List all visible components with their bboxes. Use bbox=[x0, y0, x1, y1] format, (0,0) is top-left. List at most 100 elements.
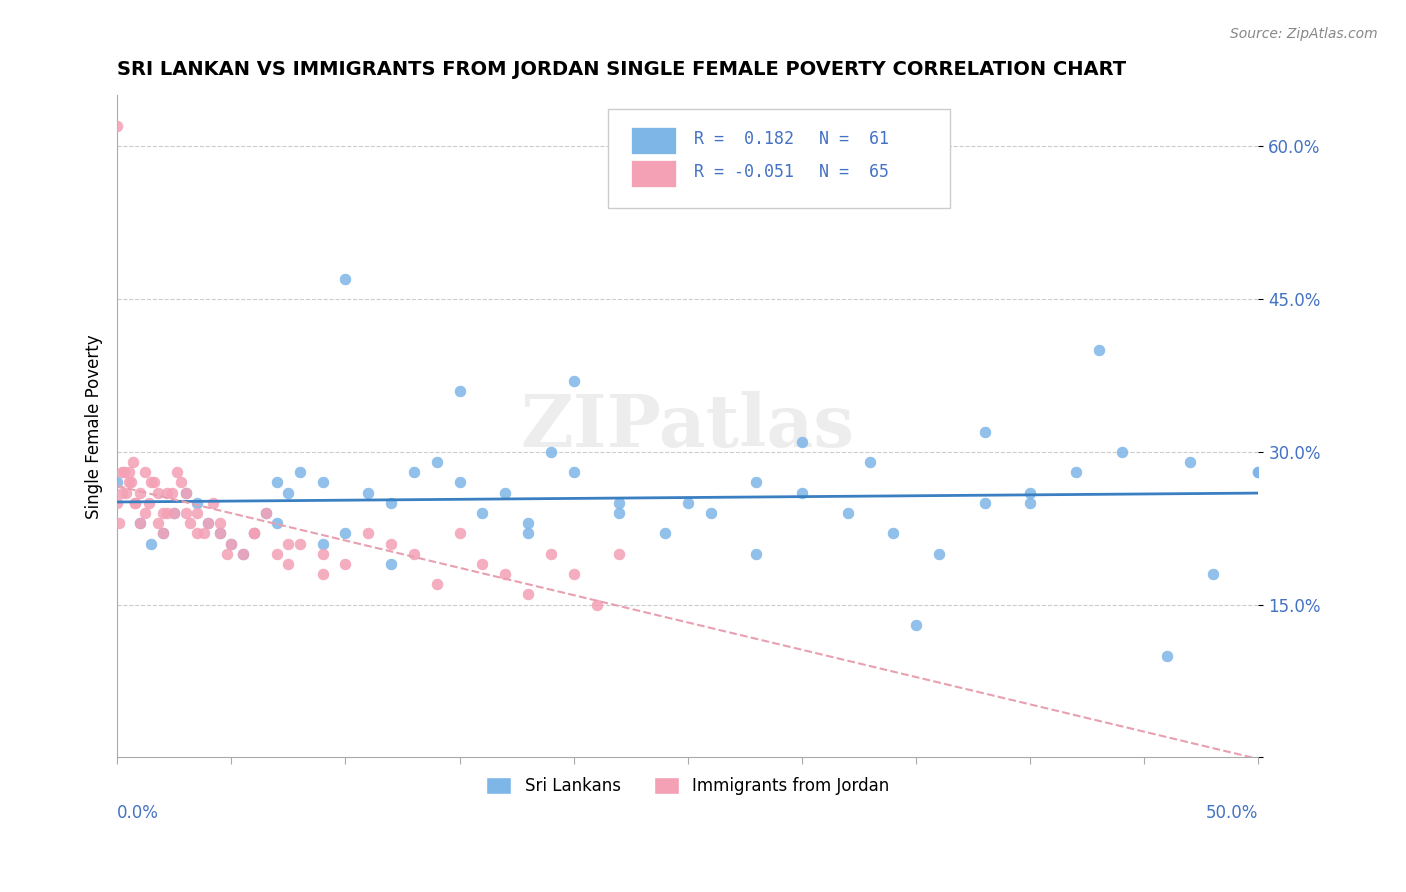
Point bbox=[745, 475, 768, 490]
Point bbox=[208, 516, 231, 531]
Point bbox=[1156, 648, 1178, 663]
Point bbox=[186, 506, 208, 520]
Point bbox=[1064, 465, 1087, 479]
Point bbox=[540, 445, 562, 459]
Point bbox=[108, 516, 131, 531]
Point bbox=[138, 496, 160, 510]
Point bbox=[202, 496, 225, 510]
Point bbox=[232, 547, 254, 561]
Point bbox=[1019, 496, 1042, 510]
Point bbox=[745, 547, 768, 561]
Point bbox=[166, 465, 188, 479]
Point bbox=[426, 455, 449, 469]
Point bbox=[357, 526, 380, 541]
Point bbox=[208, 526, 231, 541]
Point bbox=[449, 384, 471, 398]
Point bbox=[380, 536, 402, 550]
Text: 50.0%: 50.0% bbox=[1206, 804, 1258, 822]
Point bbox=[111, 465, 134, 479]
Point bbox=[449, 475, 471, 490]
Point bbox=[124, 496, 146, 510]
Point bbox=[471, 506, 494, 520]
Point bbox=[609, 496, 631, 510]
Point bbox=[277, 485, 299, 500]
Point bbox=[266, 547, 288, 561]
Point bbox=[134, 465, 156, 479]
Point bbox=[105, 475, 128, 490]
Point bbox=[311, 475, 333, 490]
Point bbox=[129, 516, 152, 531]
Point bbox=[129, 485, 152, 500]
Text: ZIPatlas: ZIPatlas bbox=[520, 391, 855, 462]
Point bbox=[1111, 445, 1133, 459]
Point bbox=[277, 557, 299, 571]
Point bbox=[311, 567, 333, 582]
Point bbox=[402, 465, 425, 479]
Point bbox=[179, 516, 201, 531]
Point bbox=[973, 496, 995, 510]
Point bbox=[141, 475, 163, 490]
Point bbox=[335, 557, 357, 571]
Point bbox=[311, 547, 333, 561]
Point bbox=[243, 526, 266, 541]
Text: R =  0.182: R = 0.182 bbox=[693, 130, 793, 148]
Point bbox=[141, 536, 163, 550]
Point bbox=[124, 496, 146, 510]
Point bbox=[152, 506, 174, 520]
Point bbox=[859, 455, 882, 469]
Point bbox=[562, 374, 585, 388]
Point bbox=[426, 577, 449, 591]
Point bbox=[170, 475, 193, 490]
Point bbox=[1178, 455, 1201, 469]
Point bbox=[156, 506, 179, 520]
Point bbox=[790, 485, 813, 500]
Point bbox=[208, 526, 231, 541]
Point bbox=[335, 526, 357, 541]
Point bbox=[215, 547, 238, 561]
Point bbox=[654, 526, 676, 541]
Point bbox=[494, 485, 516, 500]
Point bbox=[790, 434, 813, 449]
Point bbox=[585, 598, 607, 612]
Point bbox=[1247, 465, 1270, 479]
Point bbox=[120, 475, 142, 490]
Point bbox=[117, 465, 139, 479]
Point bbox=[174, 485, 197, 500]
Point bbox=[243, 526, 266, 541]
Point bbox=[163, 506, 186, 520]
Point bbox=[928, 547, 950, 561]
Point bbox=[562, 567, 585, 582]
Point bbox=[562, 465, 585, 479]
Point bbox=[152, 526, 174, 541]
Point bbox=[134, 506, 156, 520]
Point bbox=[160, 485, 183, 500]
FancyBboxPatch shape bbox=[631, 128, 676, 153]
Legend: Sri Lankans, Immigrants from Jordan: Sri Lankans, Immigrants from Jordan bbox=[479, 771, 896, 802]
Text: SRI LANKAN VS IMMIGRANTS FROM JORDAN SINGLE FEMALE POVERTY CORRELATION CHART: SRI LANKAN VS IMMIGRANTS FROM JORDAN SIN… bbox=[117, 60, 1126, 78]
Point bbox=[494, 567, 516, 582]
Point bbox=[311, 536, 333, 550]
Point bbox=[380, 557, 402, 571]
Point bbox=[449, 526, 471, 541]
Point bbox=[112, 465, 135, 479]
Point bbox=[174, 485, 197, 500]
Point bbox=[129, 516, 152, 531]
Point bbox=[105, 496, 128, 510]
Point bbox=[174, 506, 197, 520]
Point bbox=[266, 516, 288, 531]
Point bbox=[540, 547, 562, 561]
Point bbox=[254, 506, 277, 520]
Point bbox=[277, 536, 299, 550]
Point bbox=[117, 475, 139, 490]
Point bbox=[232, 547, 254, 561]
Text: 0.0%: 0.0% bbox=[117, 804, 159, 822]
Point bbox=[837, 506, 859, 520]
Text: Source: ZipAtlas.com: Source: ZipAtlas.com bbox=[1230, 27, 1378, 41]
Point bbox=[156, 485, 179, 500]
Point bbox=[122, 455, 145, 469]
Text: N =  61: N = 61 bbox=[820, 130, 889, 148]
Point bbox=[905, 618, 928, 632]
Point bbox=[1247, 465, 1270, 479]
Point bbox=[197, 516, 219, 531]
Point bbox=[517, 587, 540, 601]
